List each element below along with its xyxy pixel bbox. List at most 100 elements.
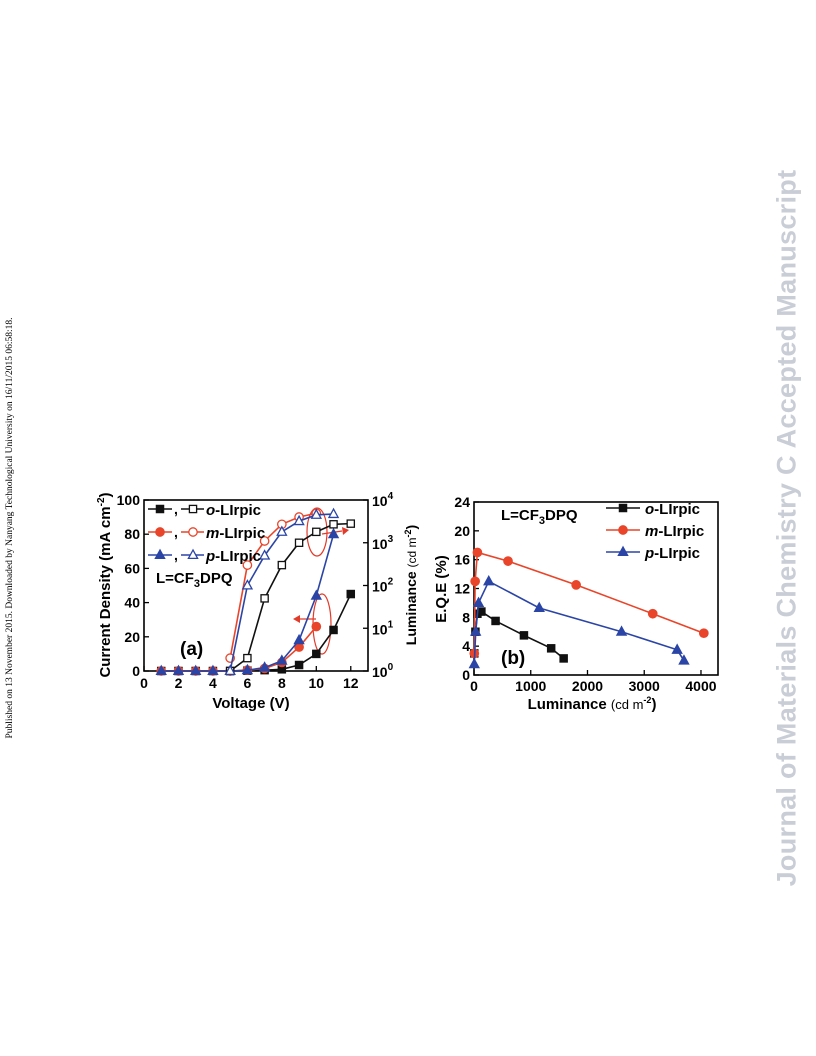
panel-a-y-left-label: Current Density (mA cm-2): [96, 492, 114, 677]
series-m-LIrpic-left-point: [311, 621, 322, 632]
panel-a-x-tick-label: 10: [309, 675, 325, 691]
panel-a-series: [155, 507, 356, 676]
series-p-LIrpic-eqe-point: [678, 654, 690, 665]
series-m-LIrpic-eqe-point: [472, 547, 483, 558]
panel-b-x-tick-label: 4000: [685, 678, 716, 694]
series-p-LIrpic-left-point: [155, 664, 167, 676]
legend-a-label: p-LIrpic: [205, 548, 261, 565]
panel-a-x-tick-label: 4: [209, 675, 217, 691]
panel-a-ticks: 0 2 4 6 8 10 12 0 20 40 60 80 100 100 101 102 103 104: [117, 491, 394, 691]
series-m-LIrpic-eqe-point: [503, 556, 513, 566]
series-p-LIrpic-left-point: [241, 663, 254, 675]
series-p-LIrpic-left-point: [327, 527, 340, 539]
panel-a-legend: , o-LIrpic, m-LIrpic, p-LIrpic: [148, 501, 265, 565]
panel-b-series: [468, 547, 709, 669]
legend-b-marker: [617, 545, 629, 557]
panel-a-y-left-tick-label: 60: [124, 560, 140, 576]
series-m-LIrpic-eqe-point: [647, 608, 658, 619]
series-p-LIrpic-left-point: [293, 633, 305, 645]
panel-b-x-tick-label: 1000: [515, 678, 546, 694]
series-p-LIrpic-left-point: [310, 589, 323, 600]
panel-b-y-tick-label: 24: [454, 494, 470, 510]
series-o-LIrpic-left-point: [294, 660, 304, 670]
series-o-LIrpic-right-point: [346, 519, 356, 528]
panel-b-x-axis-label: Luminance (cd m-2): [528, 695, 657, 713]
series-p-LIrpic-eqe-point: [533, 601, 545, 613]
panel-a-y-left-tick-label: 0: [132, 663, 140, 679]
panel-b-x-tick-label: 2000: [572, 678, 603, 694]
panel-b-label: (b): [501, 648, 525, 669]
luminance-group-ellipse: [306, 507, 328, 557]
legend-a-separator: ,: [174, 547, 178, 563]
legend-a-label: m-LIrpic: [206, 525, 265, 542]
panel-a-y-left-tick-label: 100: [117, 492, 141, 508]
series-m-LIrpic-right-point: [259, 536, 270, 546]
panel-a-y-right-tick-label: 101: [372, 619, 394, 637]
panel-a-x-axis-label: Voltage (V): [212, 695, 289, 712]
panel-a-y-right-tick-label: 104: [372, 491, 394, 509]
series-p-LIrpic-eqe-point: [483, 574, 495, 586]
legend-b-label: m-LIrpic: [645, 523, 704, 540]
series-o-LIrpic-eqe-point: [519, 631, 529, 640]
series-o-LIrpic-right-point: [277, 560, 287, 570]
series-m-LIrpic-eqe-point: [470, 576, 480, 587]
panel-b-y-tick-label: 4: [462, 638, 470, 654]
legend-a-filled-marker: [155, 527, 165, 537]
series-p-LIrpic-left-point: [189, 664, 202, 676]
panel-a-x-tick-label: 8: [278, 675, 286, 691]
series-o-LIrpic-right-point: [260, 594, 269, 603]
series-o-LIrpic-right-point: [329, 520, 338, 529]
panel-b-y-tick-label: 16: [454, 552, 470, 568]
legend-a-label: o-LIrpic: [206, 502, 261, 519]
series-o-LIrpic-eqe-point: [559, 654, 568, 663]
legend-a-open-marker: [188, 527, 198, 537]
series-o-LIrpic-right-point: [312, 527, 321, 537]
series-o-LIrpic-eqe-point: [546, 644, 556, 653]
legend-a-separator: ,: [174, 501, 178, 517]
series-o-LIrpic-right-point: [243, 653, 252, 663]
luminance-arrow-head: [342, 527, 349, 535]
panel-a-y-left-tick-label: 20: [124, 629, 140, 645]
panel-b-x-tick-label: 0: [470, 678, 478, 694]
series-m-LIrpic-eqe-point: [571, 580, 581, 590]
legend-a-open-marker: [187, 548, 199, 560]
series-o-LIrpic-right-line: [229, 522, 351, 672]
series-o-LIrpic-left-point: [312, 649, 321, 659]
panel-b-y-axis-label: E.Q.E (%): [433, 555, 450, 623]
legend-a-filled-marker: [154, 548, 166, 560]
series-p-LIrpic-right-point: [310, 508, 323, 519]
legend-b-marker: [618, 525, 628, 535]
panel-b-y-tick-label: 0: [462, 667, 470, 683]
series-p-LIrpic-eqe-point: [468, 657, 480, 669]
panel-b-y-tick-label: 20: [454, 523, 470, 539]
panel-b-legend: o-LIrpic m-LIrpic p-LIrpic: [606, 501, 704, 562]
legend-a-open-marker: [188, 504, 198, 514]
series-p-LIrpic-left-point: [207, 664, 219, 676]
legend-b-label: p-LIrpic: [644, 545, 700, 562]
series-p-LIrpic-eqe-point: [470, 625, 482, 636]
panel-a-y-right-tick-label: 100: [372, 662, 394, 680]
panel-b-x-tick-label: 3000: [629, 678, 660, 694]
series-o-LIrpic-left-point: [329, 625, 338, 635]
series-p-LIrpic-left-point: [258, 661, 271, 672]
series-p-LIrpic-right-point: [241, 579, 254, 590]
panel-a-x-tick-label: 12: [343, 675, 359, 691]
series-o-LIrpic-eqe-point: [491, 616, 500, 626]
panel-b-ticks: 0 1000 2000 3000 4000 0 4 8 12 16 20 24: [454, 494, 716, 694]
panel-b-y-tick-label: 12: [454, 581, 470, 597]
series-m-LIrpic-eqe-point: [698, 628, 709, 639]
panel-a-x-tick-label: 0: [140, 675, 148, 691]
panel-a-x-tick-label: 2: [175, 675, 183, 691]
panel-b: 0 1000 2000 3000 4000 0 4 8 12 16 20 24 o-LIrpic m-L…: [433, 494, 719, 713]
legend-a-filled-marker: [155, 504, 165, 514]
series-o-LIrpic-right-point: [294, 538, 304, 548]
panel-b-y-tick-label: 8: [462, 609, 470, 625]
series-p-LIrpic-eqe-point: [615, 625, 628, 636]
panel-a-ligand-note: L=CF3DPQ: [156, 570, 233, 590]
series-p-LIrpic-right-point: [293, 514, 305, 526]
panel-a-y-right-tick-label: 103: [372, 534, 394, 552]
series-o-LIrpic-eqe-point: [477, 607, 486, 616]
series-p-LIrpic-right-point: [224, 664, 236, 676]
series-p-LIrpic-right-point: [276, 525, 288, 536]
